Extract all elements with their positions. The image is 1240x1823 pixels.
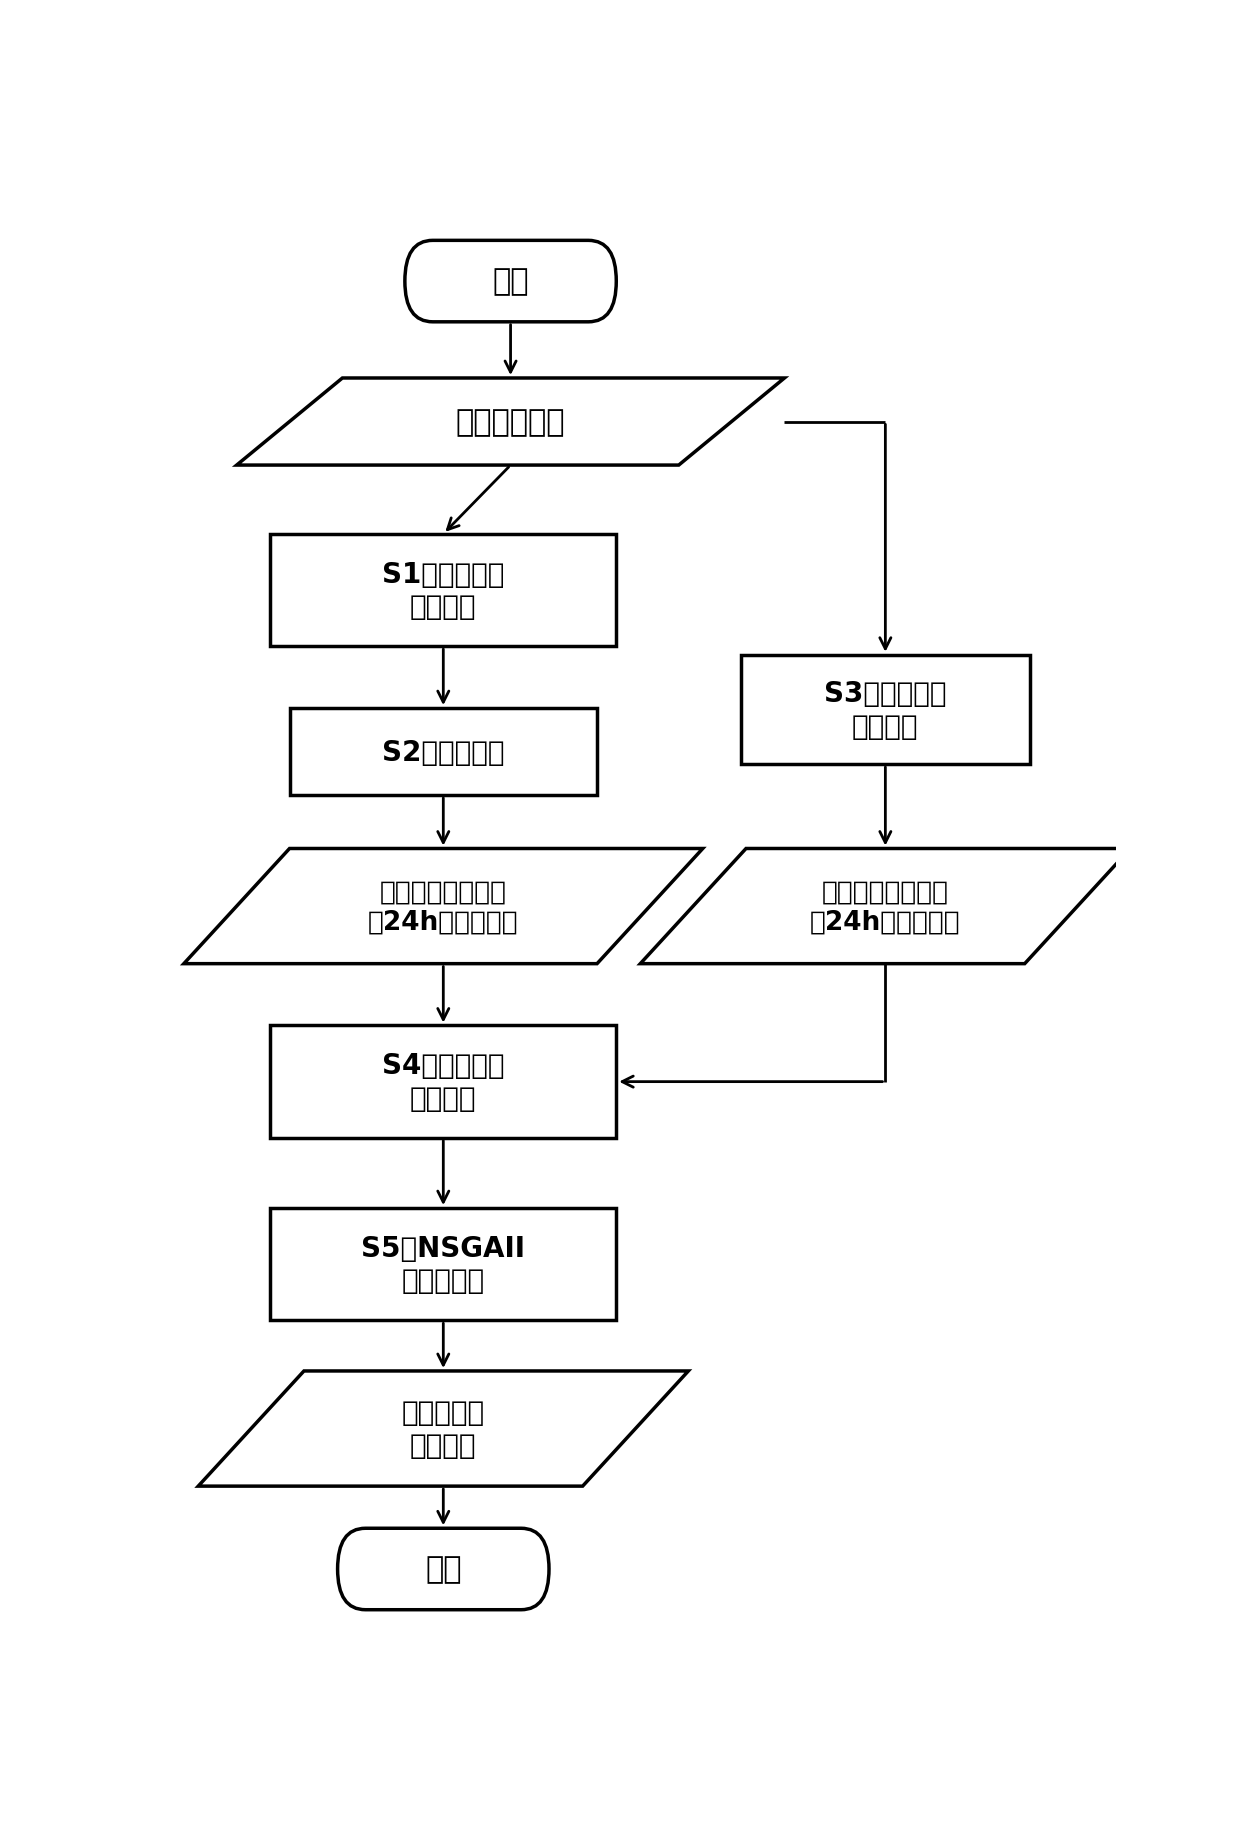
Text: S3、正常工况
水力计算: S3、正常工况 水力计算 — [825, 680, 946, 740]
Text: 得到漏损前各个节
点24h内压力数据: 得到漏损前各个节 点24h内压力数据 — [810, 879, 961, 935]
FancyBboxPatch shape — [270, 1209, 616, 1320]
FancyBboxPatch shape — [270, 1026, 616, 1138]
Text: S5、NSGAII
双目标优化: S5、NSGAII 双目标优化 — [361, 1234, 526, 1294]
FancyBboxPatch shape — [337, 1528, 549, 1610]
Polygon shape — [640, 850, 1131, 964]
Polygon shape — [184, 850, 703, 964]
Text: 得到监测点
布局方案: 得到监测点 布局方案 — [402, 1398, 485, 1458]
Text: 输入管网数据: 输入管网数据 — [456, 408, 565, 438]
Text: S1、构建漏损
概率模型: S1、构建漏损 概率模型 — [382, 560, 505, 622]
FancyBboxPatch shape — [289, 709, 596, 795]
Text: 得到漏损后各个节
点24h内压力数据: 得到漏损后各个节 点24h内压力数据 — [368, 879, 518, 935]
FancyBboxPatch shape — [742, 654, 1029, 766]
FancyBboxPatch shape — [404, 241, 616, 323]
Polygon shape — [198, 1371, 688, 1486]
Text: S4、计算节点
敏感矩阵: S4、计算节点 敏感矩阵 — [382, 1052, 505, 1112]
Text: S2、漏损模拟: S2、漏损模拟 — [382, 738, 505, 766]
Polygon shape — [237, 379, 785, 467]
Text: 开始: 开始 — [492, 268, 528, 297]
Text: 结束: 结束 — [425, 1555, 461, 1584]
FancyBboxPatch shape — [270, 534, 616, 647]
